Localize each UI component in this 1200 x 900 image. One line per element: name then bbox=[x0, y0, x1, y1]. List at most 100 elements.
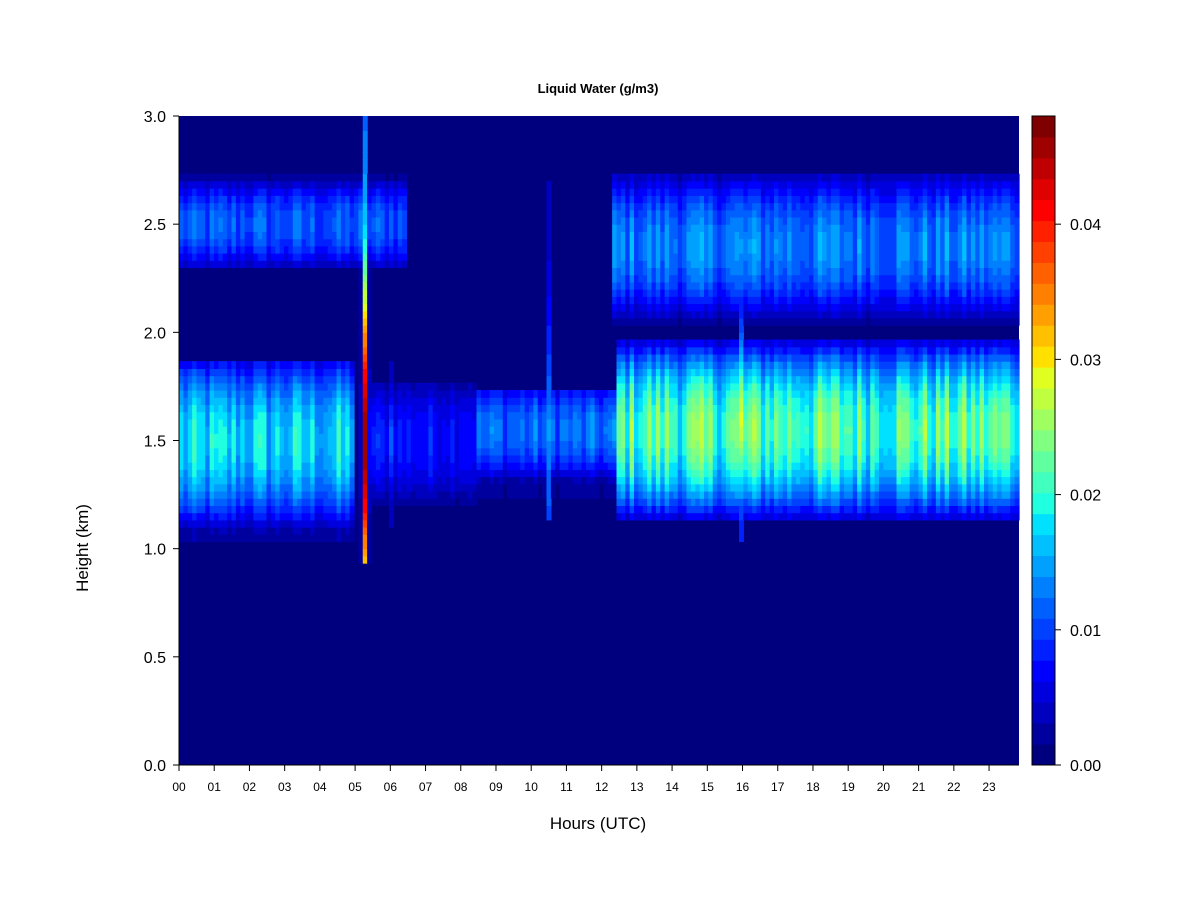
heatmap-cell bbox=[310, 469, 316, 478]
heatmap-cell bbox=[721, 418, 727, 427]
heatmap-cell bbox=[616, 483, 622, 492]
heatmap-cell bbox=[765, 209, 771, 218]
heatmap-cell bbox=[594, 462, 600, 470]
heatmap-cell bbox=[327, 404, 333, 413]
heatmap-cell bbox=[769, 476, 775, 485]
heatmap-cell bbox=[319, 462, 324, 470]
heatmap-cell bbox=[257, 519, 263, 528]
heatmap-cell bbox=[795, 202, 801, 211]
heatmap-cell bbox=[345, 188, 351, 196]
heatmap-cell bbox=[336, 382, 342, 391]
heatmap-cell bbox=[249, 397, 254, 406]
heatmap-cell bbox=[205, 483, 211, 492]
heatmap-cell bbox=[235, 173, 241, 182]
heatmap-cell bbox=[743, 224, 749, 232]
heatmap-cell bbox=[704, 353, 709, 362]
heatmap-cell bbox=[787, 447, 793, 456]
heatmap-cell bbox=[314, 390, 320, 398]
heatmap-cell bbox=[629, 498, 635, 506]
heatmap-cell bbox=[686, 440, 692, 449]
heatmap-cell bbox=[520, 418, 526, 427]
heatmap-cell bbox=[760, 195, 766, 204]
heatmap-cell bbox=[502, 418, 508, 427]
heatmap-cell bbox=[301, 440, 307, 449]
heatmap-cell bbox=[397, 253, 403, 261]
heatmap-cell bbox=[244, 476, 250, 485]
heatmap-cell bbox=[734, 231, 740, 240]
heatmap-cell bbox=[533, 390, 539, 398]
heatmap-cell bbox=[240, 195, 246, 204]
heatmap-cell bbox=[240, 476, 246, 485]
heatmap-cell bbox=[765, 216, 771, 225]
heatmap-cell bbox=[625, 426, 631, 434]
heatmap-cell bbox=[279, 382, 285, 391]
heatmap-cell bbox=[752, 253, 758, 261]
heatmap-cell bbox=[187, 498, 193, 506]
heatmap-cell bbox=[734, 180, 740, 189]
heatmap-cell bbox=[813, 390, 819, 398]
heatmap-cell bbox=[725, 224, 731, 232]
heatmap-cell bbox=[725, 426, 731, 434]
heatmap-cell bbox=[179, 238, 184, 247]
heatmap-cell bbox=[695, 224, 701, 232]
heatmap-cell bbox=[699, 426, 705, 434]
heatmap-cell bbox=[367, 260, 373, 269]
heatmap-cell bbox=[669, 353, 674, 362]
heatmap-cell bbox=[362, 353, 368, 362]
heatmap-cell bbox=[441, 390, 447, 398]
heatmap-cell bbox=[616, 202, 622, 211]
heatmap-cell bbox=[704, 361, 709, 369]
heatmap-cell bbox=[725, 303, 731, 312]
heatmap-cell bbox=[782, 216, 788, 225]
heatmap-cell bbox=[774, 447, 779, 456]
heatmap-cell bbox=[362, 130, 368, 139]
heatmap-cell bbox=[262, 483, 268, 492]
heatmap-cell bbox=[262, 440, 268, 449]
heatmap-cell bbox=[179, 411, 184, 420]
heatmap-cell bbox=[616, 462, 622, 470]
heatmap-cell bbox=[577, 490, 583, 499]
heatmap-cell bbox=[813, 317, 819, 326]
heatmap-cell bbox=[795, 216, 801, 225]
heatmap-cell bbox=[603, 447, 609, 456]
heatmap-cell bbox=[292, 382, 298, 391]
heatmap-cell bbox=[673, 339, 679, 348]
heatmap-cell bbox=[432, 490, 438, 499]
heatmap-cell bbox=[196, 245, 202, 254]
heatmap-cell bbox=[249, 361, 254, 369]
heatmap-cell bbox=[270, 224, 276, 232]
heatmap-cell bbox=[450, 498, 456, 506]
heatmap-cell bbox=[791, 224, 797, 232]
heatmap-cell bbox=[682, 267, 688, 276]
heatmap-cell bbox=[717, 397, 723, 406]
heatmap-cell bbox=[699, 512, 705, 521]
heatmap-cell bbox=[752, 418, 758, 427]
heatmap-cell bbox=[620, 433, 626, 442]
heatmap-cell bbox=[620, 289, 626, 297]
heatmap-cell bbox=[677, 281, 683, 290]
heatmap-cell bbox=[664, 382, 670, 391]
heatmap-cell bbox=[559, 469, 565, 478]
heatmap-cell bbox=[345, 426, 351, 434]
heatmap-cell bbox=[717, 375, 723, 384]
heatmap-cell bbox=[445, 426, 451, 434]
heatmap-cell bbox=[371, 404, 377, 413]
heatmap-cell bbox=[686, 289, 692, 297]
heatmap-cell bbox=[612, 454, 618, 463]
heatmap-cell bbox=[340, 216, 346, 225]
heatmap-cell bbox=[782, 260, 788, 269]
heatmap-cell bbox=[642, 353, 648, 362]
heatmap-cell bbox=[218, 490, 224, 499]
heatmap-cell bbox=[577, 433, 583, 442]
heatmap-cell bbox=[319, 512, 324, 521]
heatmap-cell bbox=[699, 361, 705, 369]
heatmap-cell bbox=[498, 469, 504, 478]
heatmap-cell bbox=[651, 310, 657, 319]
heatmap-cell bbox=[708, 447, 714, 456]
heatmap-cell bbox=[319, 454, 324, 463]
heatmap-cell bbox=[332, 498, 338, 506]
heatmap-cell bbox=[358, 281, 364, 290]
heatmap-cell bbox=[756, 238, 762, 247]
heatmap-cell bbox=[524, 469, 530, 478]
heatmap-cell bbox=[336, 512, 342, 521]
